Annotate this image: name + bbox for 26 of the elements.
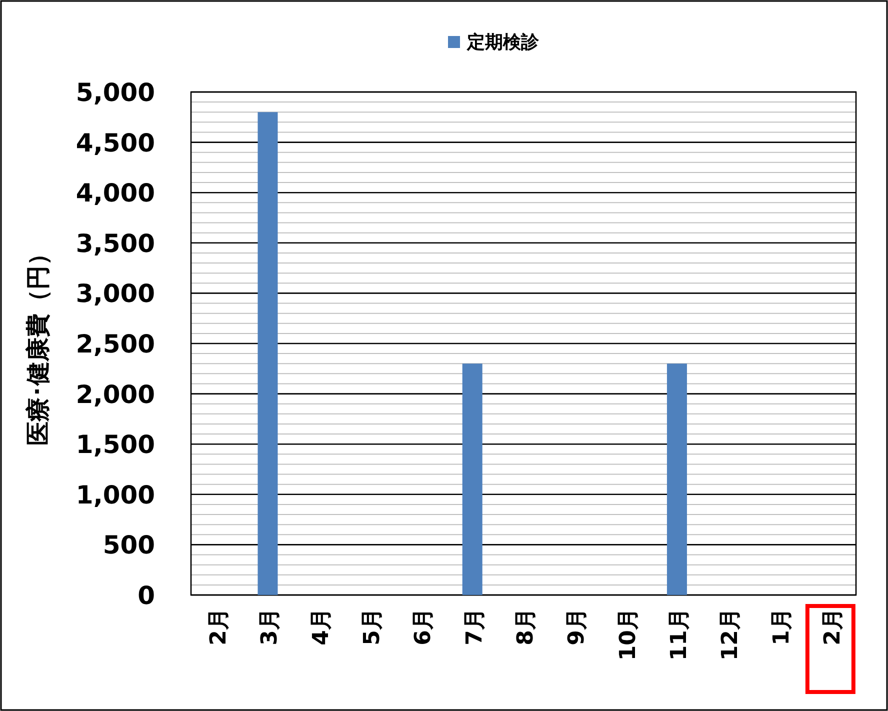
y-tick-label: 1,000 [76,480,155,510]
x-tick-label: 9月 [564,608,590,646]
x-tick-label: 2月 [206,608,232,646]
x-tick-label: 12月 [718,608,744,661]
y-tick-label: 1,500 [76,430,155,460]
x-tick-label: 4月 [308,608,334,646]
x-tick-label: 8月 [514,608,538,646]
y-tick-label: 500 [102,530,155,560]
y-tick-label: 2,500 [76,330,155,358]
y-tick-label: 2,000 [76,380,155,409]
y-tick-label: 4,000 [76,178,155,208]
x-tick-label: 5月 [360,608,386,646]
x-tick-label: 10月 [616,608,641,661]
y-tick-label: 3,000 [76,279,155,308]
x-tick-label: 1月 [769,608,794,646]
x-tick-label: 11月 [666,608,692,661]
legend-label: 定期検診 [466,32,540,53]
x-tick-label: 2月 [820,608,846,646]
y-tick-label: 0 [138,581,155,610]
x-tick-label: 3月 [258,608,283,646]
x-tick-label: 6月 [411,608,436,646]
y-axis-title: 医療･健康費（円） [24,242,52,446]
y-tick-label: 3,500 [76,228,155,258]
x-tick-label: 7月 [462,608,488,646]
y-tick-label: 4,500 [76,128,155,158]
y-tick-label: 5,000 [76,78,155,107]
